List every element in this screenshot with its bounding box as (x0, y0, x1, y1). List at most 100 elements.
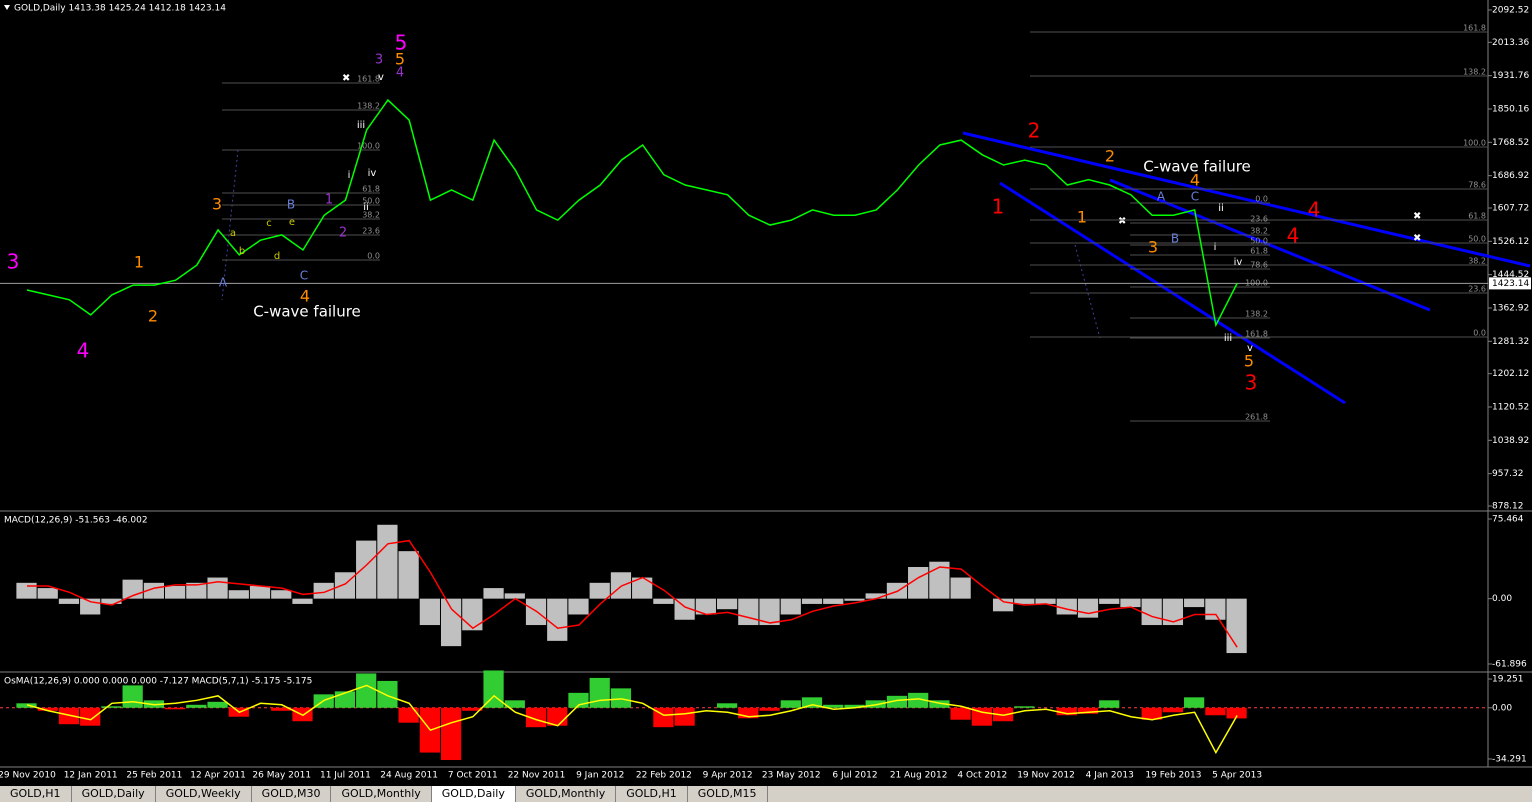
x-tick-label: 21 Aug 2012 (890, 771, 948, 781)
histogram-bar (589, 677, 610, 708)
wave-label: i (1214, 242, 1217, 253)
histogram-bar (228, 590, 249, 599)
tab[interactable]: GOLD,Monthly (516, 786, 617, 802)
histogram-bar (1162, 598, 1184, 626)
wave-label: a (230, 228, 236, 239)
dotted-lines (221, 149, 1101, 339)
x-tick-label: 23 May 2012 (762, 771, 821, 781)
wave-label: ii (1218, 203, 1224, 214)
x-tick-label: 12 Jan 2011 (64, 771, 118, 781)
wave-label: iii (357, 120, 365, 131)
wave-label: B (1171, 232, 1179, 246)
fib-label: 23.6 (1250, 215, 1268, 224)
tab[interactable]: GOLD,M15 (688, 786, 768, 802)
current-price-label: 1423.14 (1492, 279, 1529, 289)
histogram-bar (1141, 598, 1162, 626)
wave-label: 4 (77, 339, 90, 363)
histogram-bar (589, 582, 610, 599)
wave-label: iii (1224, 333, 1232, 344)
histogram-bar (483, 670, 504, 708)
wave-label: 1 (992, 195, 1005, 219)
fib-label: 61.8 (1468, 212, 1486, 221)
histogram-bar (334, 572, 356, 599)
wave-label: A (1157, 190, 1166, 204)
y-tick-label: 0.00 (1492, 703, 1512, 713)
fib-label: 50.0 (1468, 235, 1486, 244)
wave-label: B (287, 198, 295, 212)
tab[interactable]: GOLD,Weekly (156, 786, 252, 802)
histogram-bar (16, 703, 37, 708)
histogram-bar (356, 673, 377, 708)
histogram-bar (101, 706, 122, 708)
x-tick-label: 19 Feb 2013 (1145, 771, 1201, 781)
tab[interactable]: GOLD,Daily (431, 786, 516, 802)
x-tick-label: 19 Nov 2012 (1017, 771, 1075, 781)
wave-label: iv (1234, 257, 1243, 268)
y-tick-label: 2013.36 (1492, 38, 1529, 48)
header: GOLD,Daily 1413.38 1425.24 1412.18 1423.… (14, 4, 226, 14)
histogram-bar (950, 707, 971, 720)
wave-label: 3 (1148, 238, 1158, 257)
histogram-bar (929, 561, 950, 599)
tab[interactable]: GOLD,Monthly (331, 786, 432, 802)
histogram-bar (462, 707, 483, 711)
histogram-bar (186, 704, 207, 708)
tab[interactable]: GOLD,Daily (72, 786, 156, 802)
tab[interactable]: GOLD,H1 (616, 786, 688, 802)
y-tick-label: 1281.32 (1492, 337, 1529, 347)
fib-label: 23.6 (362, 227, 380, 236)
histogram-bar (483, 588, 504, 599)
histogram-bar (716, 703, 738, 708)
y-tick-label: 1768.52 (1492, 138, 1529, 148)
histogram-bar (1099, 700, 1120, 708)
histogram-bar (80, 707, 101, 726)
histogram-bar (398, 551, 419, 599)
histogram-bar (1184, 598, 1205, 608)
y-tick-label: 1686.92 (1492, 171, 1529, 181)
current-price-box (1489, 277, 1531, 290)
wave-label: 5 (395, 50, 405, 69)
wave-label: iv (368, 168, 377, 179)
histogram-bar (695, 598, 716, 615)
y-tick-label: 19.251 (1492, 675, 1524, 685)
wave-label: 2 (339, 226, 347, 241)
y-tick-label: 1607.72 (1492, 204, 1529, 214)
wave-label: 4 (300, 287, 310, 306)
wave-label: 3 (7, 250, 20, 274)
wave-label: C (1191, 190, 1199, 204)
wave-label: v (378, 72, 384, 83)
histogram-bar (1120, 598, 1141, 608)
y-tick-label: 75.464 (1492, 515, 1524, 525)
histogram-bar (1205, 598, 1226, 620)
fib-label: 50.0 (1250, 237, 1268, 246)
histogram-bar (801, 697, 823, 708)
wave-label: e (289, 217, 295, 228)
tab[interactable]: GOLD,M30 (252, 786, 332, 802)
y-tick-label: 957.32 (1492, 469, 1524, 479)
histogram-bar (780, 700, 801, 708)
fib-label: 0.0 (1255, 195, 1268, 204)
signal-line (27, 539, 1238, 648)
y-tick-label: 1444.52 (1492, 270, 1529, 280)
histogram-bar (101, 598, 122, 604)
histogram-bar (568, 598, 589, 615)
fib-label: 161.8 (1245, 330, 1268, 339)
svg-text:✖: ✖ (1118, 216, 1126, 227)
histogram-bar (37, 707, 58, 711)
y-tick-label: 1038.92 (1492, 436, 1529, 446)
y-tick-label: -34.291 (1492, 754, 1527, 764)
histogram-bar (504, 593, 525, 599)
wave-label: 5 (395, 31, 408, 55)
histogram-bar (186, 582, 207, 599)
fib-label: 23.6 (1468, 285, 1486, 294)
x-tick-label: 7 Oct 2011 (448, 771, 498, 781)
histogram-bar (780, 598, 801, 615)
y-tick-label: 1120.52 (1492, 402, 1529, 412)
histogram-bar (844, 704, 865, 708)
tab[interactable]: GOLD,H1 (0, 786, 72, 802)
y-tick-label: 878.12 (1492, 501, 1524, 511)
wave-label: 4 (1308, 198, 1321, 222)
x-tick-label: 24 Aug 2011 (380, 771, 438, 781)
